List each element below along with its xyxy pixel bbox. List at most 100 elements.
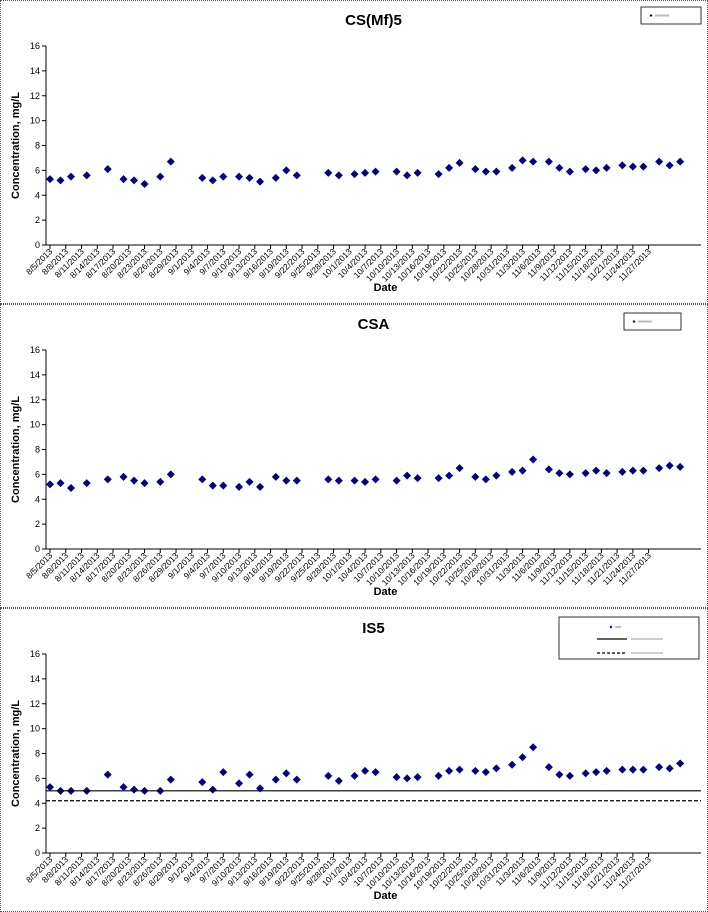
y-tick-label: 12 xyxy=(30,699,40,709)
y-tick-label: 10 xyxy=(30,420,40,430)
data-point xyxy=(219,172,228,181)
data-point xyxy=(518,156,527,165)
chart-title: CSA xyxy=(358,316,390,333)
data-point xyxy=(434,474,443,483)
data-point xyxy=(618,161,627,170)
y-tick-label: 6 xyxy=(35,773,40,783)
data-point xyxy=(618,765,627,774)
data-point xyxy=(628,162,637,171)
data-point xyxy=(103,475,112,484)
data-point xyxy=(271,472,280,481)
data-point xyxy=(655,464,664,473)
data-point xyxy=(156,172,165,181)
data-point xyxy=(555,163,564,172)
data-point xyxy=(361,766,370,775)
data-point xyxy=(235,172,244,181)
data-point xyxy=(67,172,76,181)
y-tick-label: 14 xyxy=(30,66,40,76)
data-point xyxy=(56,176,65,185)
data-point xyxy=(56,479,65,488)
data-point xyxy=(676,157,685,166)
data-point xyxy=(445,163,454,172)
data-point xyxy=(46,783,54,792)
data-point xyxy=(602,469,611,478)
data-point xyxy=(245,770,254,779)
data-point xyxy=(471,766,480,775)
y-tick-label: 4 xyxy=(35,798,40,808)
data-point xyxy=(508,163,517,172)
data-point xyxy=(602,163,611,172)
data-point xyxy=(665,161,674,170)
data-point xyxy=(592,166,601,175)
y-tick-label: 14 xyxy=(30,370,40,380)
legend-marker xyxy=(649,14,653,17)
chart-panel-is5: IS5 Concentration, mg/L Date 0 2 4 6 8 10 12 14 16 8… xyxy=(0,608,708,912)
data-point xyxy=(403,471,412,480)
data-point xyxy=(492,764,501,773)
data-point xyxy=(292,775,301,784)
data-point xyxy=(592,768,601,777)
data-point xyxy=(334,476,343,485)
y-tick-label: 16 xyxy=(30,41,40,51)
chart-panel-csa: CSA Concentration, mg/L Date 0 2 4 6 8 10 12 14 16 8… xyxy=(0,304,708,608)
x-axis-label: Date xyxy=(374,282,398,294)
data-point xyxy=(166,470,175,479)
data-point xyxy=(508,760,517,769)
data-point xyxy=(676,462,685,471)
data-point xyxy=(324,475,333,484)
data-point xyxy=(581,769,590,778)
data-point xyxy=(256,784,265,793)
y-tick-label: 0 xyxy=(35,240,40,250)
data-point xyxy=(565,771,574,780)
data-point xyxy=(455,464,464,473)
data-point xyxy=(413,474,422,483)
data-point xyxy=(508,467,517,476)
data-point xyxy=(413,773,422,782)
data-point xyxy=(371,768,380,777)
data-point xyxy=(292,171,301,180)
data-point xyxy=(403,774,412,783)
y-tick-label: 10 xyxy=(30,724,40,734)
data-point xyxy=(434,170,443,179)
data-point xyxy=(166,157,175,166)
data-point xyxy=(256,482,265,491)
chart-cs-mf5: CS(Mf)5 Concentration, mg/L Date 0 2 4 6 8 10 12 1… xyxy=(10,6,702,294)
y-axis-label: Concentration, mg/L xyxy=(10,700,22,807)
data-point xyxy=(46,480,54,489)
data-point xyxy=(492,167,501,176)
y-tick-label: 16 xyxy=(30,345,40,355)
data-point xyxy=(628,765,637,774)
data-point xyxy=(361,477,370,486)
data-point xyxy=(282,166,291,175)
data-point xyxy=(565,470,574,479)
data-point xyxy=(471,472,480,481)
legend-box xyxy=(558,616,700,660)
data-point xyxy=(67,484,76,493)
data-point xyxy=(581,165,590,174)
data-point xyxy=(140,180,149,189)
data-point xyxy=(119,175,128,184)
y-tick-label: 6 xyxy=(35,469,40,479)
data-point xyxy=(529,743,538,752)
legend xyxy=(558,616,700,660)
data-point xyxy=(324,168,333,177)
chart-panel-cs-mf5: CS(Mf)5 Concentration, mg/L Date 0 2 4 6 8 10 12 1… xyxy=(0,0,708,304)
data-point xyxy=(119,783,128,792)
y-tick-label: 2 xyxy=(35,823,40,833)
data-point xyxy=(592,466,601,475)
chart-title: IS5 xyxy=(362,620,385,637)
data-point xyxy=(292,476,301,485)
y-tick-label: 0 xyxy=(35,544,40,554)
data-point xyxy=(544,465,553,474)
data-point xyxy=(361,168,370,177)
data-point xyxy=(639,162,648,171)
data-point xyxy=(455,765,464,774)
data-point xyxy=(282,476,291,485)
data-point xyxy=(544,763,553,772)
data-point xyxy=(46,175,54,184)
data-point xyxy=(245,173,254,182)
data-point xyxy=(334,776,343,785)
